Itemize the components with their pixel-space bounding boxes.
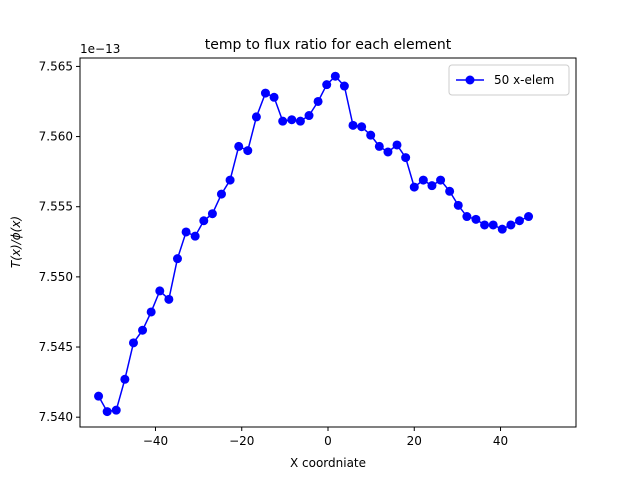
data-point <box>445 186 455 196</box>
x-tick-label: 40 <box>493 434 508 448</box>
data-point <box>418 175 428 185</box>
legend-box <box>448 64 570 96</box>
data-point <box>251 112 261 122</box>
data-point <box>436 175 446 185</box>
y-tick-label: 7.545 <box>39 340 73 354</box>
y-tick-label: 7.550 <box>39 270 73 284</box>
data-point <box>260 88 270 98</box>
data-point <box>199 216 209 226</box>
data-point <box>295 116 305 126</box>
data-point <box>120 374 130 384</box>
data-point <box>278 116 288 126</box>
data-point <box>243 146 253 156</box>
data-point <box>524 212 534 222</box>
series-group <box>94 71 534 417</box>
data-point <box>225 175 235 185</box>
data-point <box>348 120 358 130</box>
data-point <box>111 405 121 415</box>
data-point <box>102 407 112 417</box>
chart-title: temp to flux ratio for each element <box>205 37 452 53</box>
data-point <box>269 92 279 102</box>
data-point <box>366 130 376 140</box>
plot-frame <box>79 57 577 428</box>
legend: 50 x-elem <box>448 64 570 96</box>
data-point <box>216 189 226 199</box>
data-point <box>330 71 340 81</box>
data-point <box>357 122 367 132</box>
data-point <box>234 141 244 151</box>
data-point <box>155 286 165 296</box>
data-point <box>497 224 507 234</box>
x-tick-label: 0 <box>324 434 332 448</box>
y-tick-label: 7.555 <box>39 200 73 214</box>
data-point <box>138 325 148 335</box>
data-point <box>128 338 138 348</box>
y-ticks: 7.540 7.545 7.550 7.555 7.560 7.565 <box>39 59 80 424</box>
data-point <box>383 147 393 157</box>
data-point <box>514 216 524 226</box>
y-tick-label: 7.565 <box>39 59 73 73</box>
y-offset-label: 1e−13 <box>80 42 120 56</box>
data-point <box>480 220 490 230</box>
data-point <box>462 212 472 222</box>
data-point <box>453 200 463 210</box>
data-point <box>392 140 402 150</box>
data-point <box>190 231 200 241</box>
data-point <box>181 227 191 237</box>
legend-label: 50 x-elem <box>494 73 554 87</box>
data-point <box>339 81 349 91</box>
data-point <box>401 153 411 163</box>
x-axis-label: X coordniate <box>290 456 366 470</box>
y-axis-label: T(x)/ϕ(x) <box>9 216 23 268</box>
x-ticks: −40 −20 0 20 40 <box>143 427 508 448</box>
data-point <box>427 181 437 191</box>
data-point <box>164 294 174 304</box>
data-point <box>207 209 217 219</box>
data-point <box>471 214 481 224</box>
data-point <box>94 391 104 401</box>
data-point <box>313 96 323 106</box>
data-point <box>304 111 314 121</box>
y-tick-label: 7.540 <box>39 410 73 424</box>
data-point <box>374 141 384 151</box>
data-point <box>488 220 498 230</box>
data-point <box>287 115 297 125</box>
x-tick-label: 20 <box>407 434 422 448</box>
data-point <box>322 80 332 90</box>
data-point <box>172 254 182 264</box>
x-tick-label: −40 <box>143 434 168 448</box>
x-tick-label: −20 <box>229 434 254 448</box>
data-point <box>146 307 156 317</box>
data-point <box>409 182 419 192</box>
legend-marker <box>465 75 475 85</box>
data-point <box>506 220 516 230</box>
y-tick-label: 7.560 <box>39 130 73 144</box>
